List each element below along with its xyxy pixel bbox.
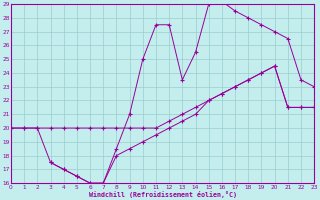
X-axis label: Windchill (Refroidissement éolien,°C): Windchill (Refroidissement éolien,°C): [89, 191, 236, 198]
